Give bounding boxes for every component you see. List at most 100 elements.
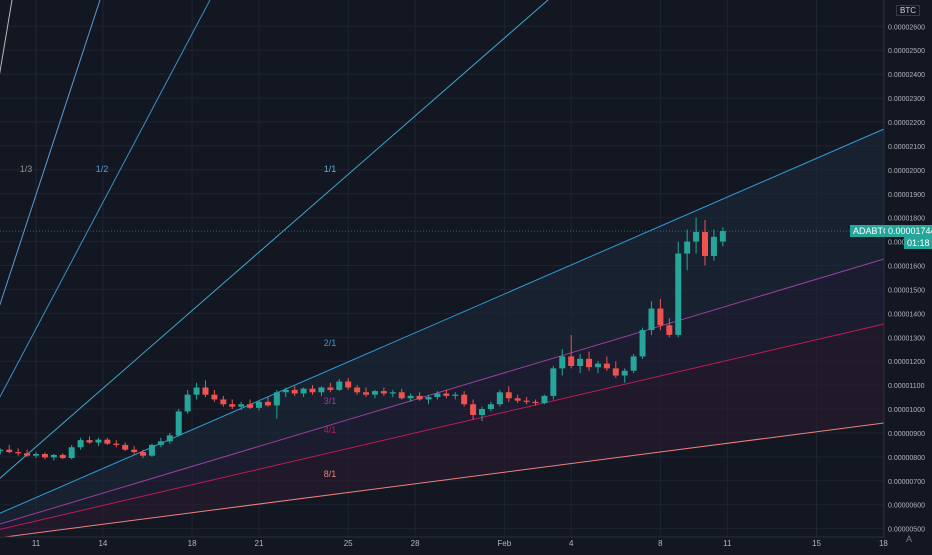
x-tick-label: 21	[255, 539, 264, 548]
candle-body	[639, 330, 646, 357]
x-tick-label: 11	[723, 539, 732, 548]
candle-body	[675, 253, 682, 335]
candle-body	[6, 449, 13, 453]
candle-body	[175, 411, 182, 436]
fan-bands	[0, 129, 884, 538]
gann-fan-lines[interactable]	[0, 0, 885, 548]
candle-body	[630, 356, 637, 371]
candle-body	[282, 389, 289, 393]
last-price-badge: 0.00001744	[885, 225, 932, 238]
x-tick-label: 15	[812, 539, 821, 548]
candle-body	[666, 325, 673, 335]
price-axis-bg	[884, 0, 932, 550]
fan-band	[0, 259, 884, 530]
candle-body	[693, 232, 700, 242]
candle-body	[50, 454, 57, 458]
candles	[0, 217, 884, 461]
fan-band	[0, 129, 884, 525]
candle-body	[452, 394, 459, 396]
candle-body	[104, 439, 111, 444]
candle-body	[24, 453, 31, 456]
candle-body	[354, 387, 361, 393]
candle-body	[470, 404, 477, 416]
candle-body	[157, 441, 164, 445]
candle-body	[657, 308, 664, 326]
countdown-badge: 01:18	[904, 237, 932, 250]
candle-body	[220, 399, 227, 405]
y-tick-label: 0.00002000	[888, 168, 925, 175]
time-axis-bg	[0, 537, 884, 550]
candle-body	[434, 393, 441, 398]
candle-body	[479, 409, 485, 416]
candle-body	[122, 444, 129, 450]
candle-body	[621, 370, 628, 376]
candle-body	[550, 368, 557, 396]
candle-body	[59, 454, 66, 459]
candle-body	[684, 241, 691, 254]
fan-line	[0, 422, 885, 539]
y-tick-label: 0.00000700	[888, 479, 925, 486]
candle-body	[291, 389, 298, 394]
y-tick-label: 0.00001500	[888, 287, 925, 294]
gann-fan-labels: 1/3 1/2 1/1 2/1 3/1 4/1 8/1	[20, 164, 337, 479]
candle-body	[719, 231, 726, 242]
y-tick-label: 0.00002100	[888, 144, 925, 151]
y-tick-label: 0.00001100	[888, 383, 925, 390]
candle-body	[345, 381, 352, 388]
y-tick-label: 0.00000600	[888, 503, 925, 510]
y-tick-label: 0.00002400	[888, 72, 925, 79]
candle-body	[496, 392, 503, 405]
candle-body	[586, 358, 593, 368]
candle-body	[256, 401, 262, 408]
candle-body	[514, 398, 521, 401]
fan-label: 1/2	[96, 164, 109, 174]
candle-body	[273, 392, 280, 406]
y-tick-label: 0.00001600	[888, 264, 925, 271]
axis-unit-label[interactable]: BTC	[896, 5, 920, 16]
candle-body	[416, 395, 423, 400]
fan-label: 3/1	[324, 396, 337, 406]
y-tick-label: 0.00001900	[888, 192, 925, 199]
fan-label: 1/3	[20, 164, 33, 174]
candle-body	[113, 443, 120, 445]
fan-band	[0, 324, 884, 538]
candle-body	[86, 440, 93, 443]
auto-scale-button[interactable]: A	[905, 534, 912, 544]
x-tick-label: Feb	[497, 539, 511, 548]
candle-body	[594, 363, 601, 368]
y-tick-label: 0.00001300	[888, 335, 925, 342]
fan-label: 2/1	[324, 338, 337, 348]
fan-line	[0, 323, 885, 530]
x-tick-label: 11	[32, 539, 41, 548]
candle-body	[425, 397, 432, 400]
y-tick-label: 0.00002500	[888, 48, 925, 55]
x-tick-label: 18	[879, 539, 888, 548]
candle-body	[603, 363, 610, 369]
y-tick-label: 0.00001800	[888, 216, 925, 223]
candle-body	[140, 452, 147, 456]
fan-line	[0, 258, 885, 525]
candle-body	[327, 387, 334, 390]
candle-body	[541, 395, 548, 404]
candle-body	[336, 381, 343, 390]
y-tick-label: 0.00001000	[888, 407, 925, 414]
x-tick-label: 4	[569, 539, 574, 548]
candle-body	[300, 388, 307, 394]
candle-body	[523, 400, 530, 402]
fan-line	[0, 0, 211, 398]
y-tick-label: 0.00002200	[888, 120, 925, 127]
candle-body	[131, 449, 138, 453]
candle-body	[612, 368, 619, 376]
y-tick-label: 0.00002600	[888, 24, 925, 31]
y-tick-label: 0.00000800	[888, 455, 925, 462]
candle-body	[710, 236, 717, 256]
candle-body	[568, 356, 575, 366]
candle-body	[505, 392, 512, 399]
candle-body	[318, 387, 325, 393]
candle-body	[363, 392, 370, 395]
candle-body	[371, 391, 378, 395]
candle-body	[193, 387, 200, 395]
